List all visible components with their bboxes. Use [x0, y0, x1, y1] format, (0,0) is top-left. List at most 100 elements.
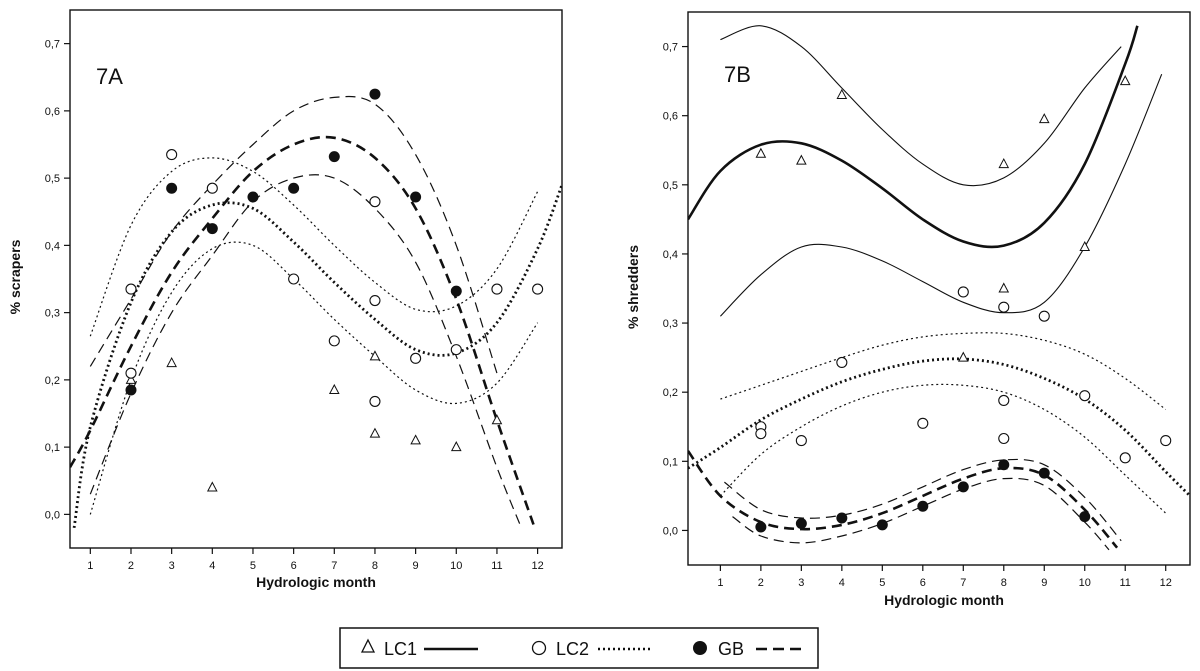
- fit-mean-gb: [70, 135, 535, 525]
- point-lc2: [755, 428, 767, 440]
- point-lc2: [369, 395, 381, 407]
- legend-entry-lc1: LC1: [360, 638, 478, 659]
- point-lc2: [369, 196, 381, 208]
- point-gb: [288, 182, 300, 194]
- x-tick-label: 8: [372, 560, 378, 572]
- point-lc1: [1079, 240, 1091, 252]
- point-lc2: [957, 286, 969, 298]
- x-tick-label: 11: [1120, 577, 1131, 589]
- legend-open-circle-marker: [531, 640, 547, 656]
- fit-upper-lc2: [89, 157, 539, 337]
- y-tick-label: 0,3: [45, 308, 60, 320]
- y-tick-label: 0,7: [45, 39, 60, 51]
- x-tick-label: 6: [920, 577, 926, 589]
- y-tick-label: 0,5: [45, 173, 60, 185]
- point-lc1: [998, 282, 1010, 293]
- point-gb: [917, 500, 929, 512]
- x-tick-label: 1: [87, 560, 93, 572]
- fit-mean-lc1: [688, 25, 1139, 249]
- point-lc2: [998, 301, 1010, 313]
- point-lc2: [1079, 390, 1091, 402]
- point-lc1: [328, 383, 340, 394]
- point-lc1: [836, 88, 848, 99]
- point-lc1: [1038, 113, 1050, 124]
- y-tick-label: 0,0: [663, 525, 678, 537]
- x-tick-label: 7: [960, 577, 966, 589]
- x-tick-label: 7: [331, 560, 337, 572]
- point-gb: [410, 191, 422, 203]
- point-lc2: [450, 344, 462, 356]
- point-gb: [755, 521, 767, 533]
- x-tick-label: 12: [531, 560, 543, 572]
- y-tick-label: 0,1: [45, 442, 60, 454]
- x-tick-label: 11: [491, 560, 502, 572]
- x-tick-label: 3: [798, 577, 804, 589]
- plot-frame: [687, 11, 1191, 566]
- point-lc1: [166, 356, 177, 368]
- point-lc2: [998, 432, 1010, 445]
- x-tick-label: 8: [1001, 577, 1007, 589]
- x-tick-label: 6: [291, 560, 297, 572]
- legend-entry-lc2: LC2: [531, 639, 652, 659]
- legend-filled-circle-marker: [693, 641, 707, 655]
- x-tick-label: 9: [413, 560, 419, 572]
- y-tick-label: 0,4: [45, 240, 60, 252]
- x-tick-label: 3: [169, 560, 175, 572]
- fit-upper-gb: [89, 95, 498, 374]
- y-tick-label: 0,3: [663, 318, 678, 330]
- point-lc2: [410, 352, 422, 364]
- point-lc1: [206, 481, 218, 492]
- point-lc1: [410, 434, 421, 445]
- point-lc1: [369, 350, 381, 361]
- legend-box: [339, 627, 819, 669]
- point-gb: [876, 519, 888, 531]
- point-lc2: [491, 283, 503, 295]
- point-gb: [1038, 467, 1050, 479]
- point-gb: [166, 182, 178, 194]
- point-lc1: [125, 373, 137, 384]
- point-gb: [450, 285, 462, 297]
- point-gb: [836, 512, 848, 524]
- x-tick-label: 2: [758, 577, 764, 589]
- point-gb: [125, 384, 137, 396]
- x-axis-label-7a: Hydrologic month: [256, 574, 376, 590]
- legend-label-gb: GB: [718, 639, 744, 659]
- y-tick-label: 0,7: [663, 42, 678, 54]
- y-tick-label: 0,2: [45, 375, 60, 387]
- fit-mean-gb: [688, 450, 1119, 549]
- panel-label-7b: 7B: [724, 62, 751, 87]
- point-lc2: [125, 283, 137, 295]
- x-tick-label: 5: [879, 577, 885, 589]
- point-lc2: [206, 182, 218, 194]
- x-tick-label: 9: [1041, 577, 1047, 589]
- fit-lower-gb: [89, 174, 522, 529]
- y-tick-label: 0,2: [663, 387, 678, 399]
- fit-curves: [688, 25, 1190, 551]
- y-axis-label-7a: % scrapers: [7, 239, 23, 314]
- point-gb: [795, 518, 807, 530]
- point-lc1: [755, 147, 767, 158]
- fit-mean-lc2: [72, 184, 562, 529]
- point-lc1: [1119, 75, 1131, 86]
- point-gb: [328, 151, 340, 163]
- x-tick-label: 10: [450, 560, 462, 572]
- legend-triangle-marker: [360, 638, 376, 653]
- fit-curves: [70, 95, 562, 529]
- legend: LC1 LC2 GB: [339, 627, 819, 669]
- y-tick-label: 0,6: [45, 106, 60, 118]
- point-lc1: [491, 414, 503, 425]
- y-tick-label: 0,1: [663, 456, 678, 468]
- x-tick-label: 10: [1079, 577, 1091, 589]
- panel-label-7a: 7A: [96, 64, 123, 89]
- point-lc1: [957, 351, 969, 362]
- point-lc2: [166, 149, 178, 161]
- point-lc2: [532, 283, 544, 295]
- x-tick-label: 4: [839, 577, 845, 589]
- plot-frame: [69, 9, 563, 549]
- point-lc2: [1038, 310, 1050, 322]
- fit-mean-lc2: [688, 357, 1190, 497]
- legend-entry-gb: GB: [693, 639, 806, 659]
- y-tick-label: 0,0: [45, 509, 60, 521]
